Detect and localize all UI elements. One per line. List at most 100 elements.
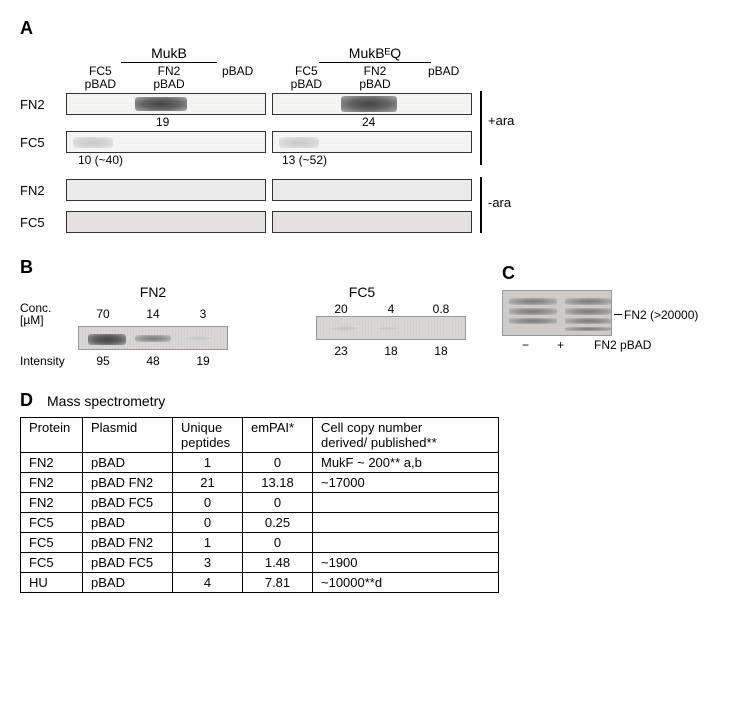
b-intensity-value: 19	[178, 354, 228, 368]
condition-bar-noara	[480, 177, 482, 233]
b-block-title: FN2	[78, 284, 228, 300]
table-header-cell: emPAI*	[243, 418, 313, 453]
b-conc-row: Conc. [µM]70143	[20, 302, 228, 326]
blot-box	[66, 179, 266, 201]
gel-noise	[273, 212, 471, 232]
band	[565, 308, 612, 315]
band	[135, 335, 171, 342]
band	[183, 336, 213, 340]
b-conc-values: 70143	[78, 307, 228, 321]
table-cell: 7.81	[243, 573, 313, 593]
panel-b: B FN2Conc. [µM]70143Intensity954819FC520…	[20, 257, 466, 368]
group-header-mukbeq-text: MukBᴱQ	[349, 45, 401, 61]
table-cell: 13.18	[243, 473, 313, 493]
band	[509, 318, 557, 324]
table-cell: FC5	[21, 553, 83, 573]
b-gel	[78, 326, 228, 350]
blot-box	[272, 93, 472, 115]
table-cell	[313, 493, 499, 513]
b-intensity-value: 18	[416, 344, 466, 358]
table-cell: MukF ~ 200** a,b	[313, 453, 499, 473]
band	[73, 137, 113, 148]
condition-bar-ara	[480, 91, 482, 165]
b-conc-value: 0.8	[416, 302, 466, 316]
panel-c: C FN2 (>20000) − + FN2 pBAD	[502, 263, 651, 352]
table-row: FC5pBAD FC531.48~1900	[21, 553, 499, 573]
blot-row-fc5-noara: FC5	[20, 211, 733, 233]
panel-d-title: Mass spectrometry	[47, 393, 165, 409]
pointer-line	[614, 314, 622, 315]
table-cell: 4	[173, 573, 243, 593]
b-intensity-value: 48	[128, 354, 178, 368]
panel-c-caption: FN2 pBAD	[594, 338, 651, 352]
table-cell: pBAD FN2	[83, 533, 173, 553]
panel-b-letter: B	[20, 257, 466, 278]
table-cell: FC5	[21, 533, 83, 553]
table-cell: 21	[173, 473, 243, 493]
panel-b-blocks: FN2Conc. [µM]70143Intensity954819FC52040…	[20, 284, 466, 368]
subhdr: FN2 pBAD	[135, 65, 204, 91]
b-conc-value: 20	[316, 302, 366, 316]
lane-sign: +	[557, 338, 564, 352]
sub-headers-left: FC5 pBAD FN2 pBAD pBAD	[66, 65, 272, 91]
table-cell: FN2	[21, 493, 83, 513]
band	[341, 96, 397, 112]
table-cell: 0	[243, 453, 313, 473]
b-conc-value: 14	[128, 307, 178, 321]
table-row: FN2pBAD10MukF ~ 200** a,b	[21, 453, 499, 473]
table-header-cell: Protein	[21, 418, 83, 453]
undernum-text: 10 (~40)	[78, 153, 123, 167]
table-header-cell: Cell copy number derived/ published**	[313, 418, 499, 453]
subhdr: FC5 pBAD	[272, 65, 341, 91]
panel-a-blots: FN2 19 24 FC5	[20, 91, 733, 233]
table-cell	[313, 513, 499, 533]
band	[509, 298, 557, 305]
b-intensity-value: 95	[78, 354, 128, 368]
table-cell: pBAD	[83, 513, 173, 533]
table-cell: 1	[173, 533, 243, 553]
blot-box	[272, 179, 472, 201]
table-row: FC5pBAD FN210	[21, 533, 499, 553]
table-cell: 0	[173, 513, 243, 533]
panel-c-lane-labels: − + FN2 pBAD	[522, 338, 651, 352]
panel-a-letter: A	[20, 18, 733, 39]
panel-a: A MukB FC5 pBAD FN2 pBAD pBAD MukBᴱQ FC5…	[20, 18, 733, 233]
band	[376, 327, 403, 330]
b-gel-row	[20, 326, 228, 350]
blot-box	[66, 211, 266, 233]
b-conc-value: 4	[366, 302, 416, 316]
gel-noise	[273, 180, 471, 200]
panel-b-block: FN2 Conc. [µM]70143 Intensity954819	[20, 284, 228, 368]
sub-headers-right: FC5 pBAD FN2 pBAD pBAD	[272, 65, 478, 91]
group-header-mukb: MukB FC5 pBAD FN2 pBAD pBAD	[66, 45, 272, 91]
b-intensity-label: Intensity	[20, 355, 78, 367]
b-conc-row: 2040.8	[258, 302, 466, 316]
gel-noise	[67, 180, 265, 200]
b-intensity-values: 954819	[78, 354, 228, 368]
table-header-row: ProteinPlasmidUnique peptidesemPAI*Cell …	[21, 418, 499, 453]
table-row: FN2pBAD FC500	[21, 493, 499, 513]
b-intensity-value: 18	[366, 344, 416, 358]
band	[565, 318, 612, 324]
group-header-mukbeq: MukBᴱQ FC5 pBAD FN2 pBAD pBAD	[272, 45, 478, 91]
under-numbers-row1: 19 24	[66, 115, 733, 129]
table-cell: 1	[173, 453, 243, 473]
panel-d-letter: D	[20, 390, 33, 411]
group-header-mukb-label: MukB	[121, 45, 217, 63]
table-cell: 0	[243, 533, 313, 553]
table-cell: 1.48	[243, 553, 313, 573]
b-intensity-value: 23	[316, 344, 366, 358]
table-row: FC5pBAD00.25	[21, 513, 499, 533]
condition-label-ara: +ara	[488, 113, 514, 128]
row-label: FN2	[20, 97, 66, 112]
b-intensity-row: Intensity954819	[20, 354, 228, 368]
band	[565, 327, 612, 331]
table-cell: pBAD FN2	[83, 473, 173, 493]
band	[279, 137, 319, 148]
blot-box	[272, 131, 472, 153]
table-row: HUpBAD47.81~10000**d	[21, 573, 499, 593]
subhdr: pBAD	[203, 65, 272, 91]
blot-row-fn2-noara: FN2	[20, 179, 733, 201]
undernum: 10 (~40)	[78, 153, 123, 167]
panel-c-side-label: FN2 (>20000)	[624, 308, 698, 322]
